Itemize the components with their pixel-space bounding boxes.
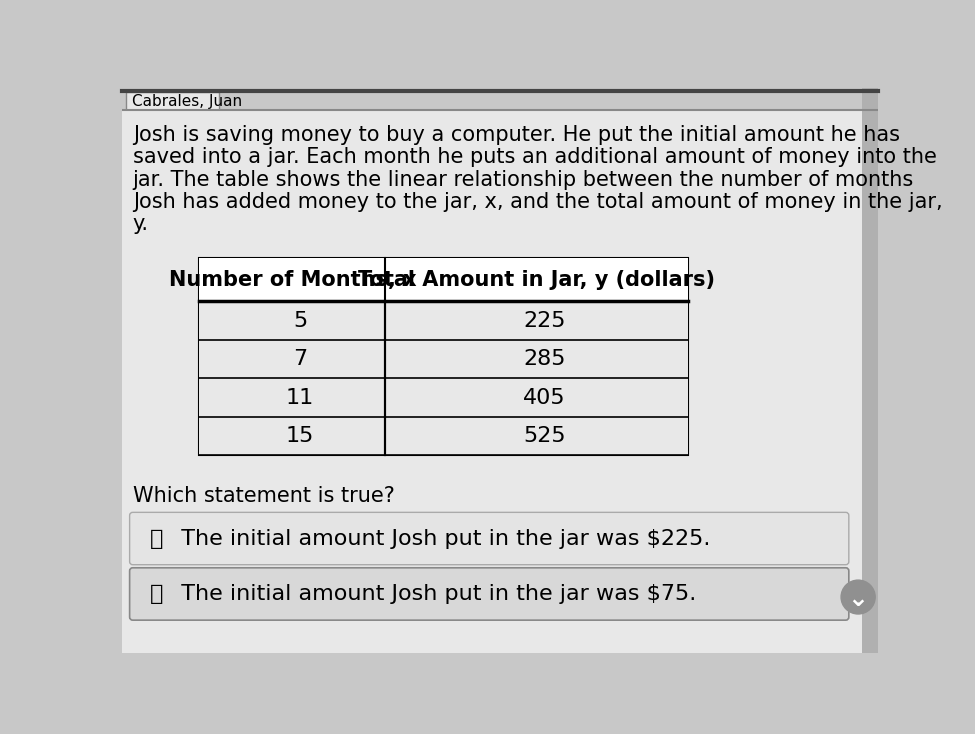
Text: ⌄: ⌄ xyxy=(847,586,869,611)
Text: 285: 285 xyxy=(523,349,566,369)
Text: Josh has added money to the jar, x, and the total amount of money in the jar,: Josh has added money to the jar, x, and … xyxy=(133,192,943,212)
Bar xyxy=(199,302,687,340)
Text: 525: 525 xyxy=(523,426,566,446)
Bar xyxy=(199,340,687,378)
Bar xyxy=(199,417,687,455)
Bar xyxy=(199,258,687,455)
Text: jar. The table shows the linear relationship between the number of months: jar. The table shows the linear relation… xyxy=(133,170,914,189)
Bar xyxy=(862,88,878,653)
FancyBboxPatch shape xyxy=(126,92,218,110)
Text: saved into a jar. Each month he puts an additional amount of money into the: saved into a jar. Each month he puts an … xyxy=(133,148,937,167)
Text: Total Amount in Jar, y (dollars): Total Amount in Jar, y (dollars) xyxy=(358,270,715,290)
Text: 7: 7 xyxy=(293,349,307,369)
Text: Ⓑ: Ⓑ xyxy=(150,584,163,604)
Circle shape xyxy=(841,580,876,614)
Text: 405: 405 xyxy=(523,388,566,407)
Text: Cabrales, Juan: Cabrales, Juan xyxy=(132,94,242,109)
Bar xyxy=(199,258,687,302)
Text: The initial amount Josh put in the jar was $75.: The initial amount Josh put in the jar w… xyxy=(167,584,696,604)
Text: Ⓐ: Ⓐ xyxy=(150,528,163,548)
Text: 5: 5 xyxy=(293,310,307,330)
Text: 225: 225 xyxy=(523,310,566,330)
Text: y.: y. xyxy=(133,214,149,234)
Text: Josh is saving money to buy a computer. He put the initial amount he has: Josh is saving money to buy a computer. … xyxy=(133,125,900,145)
FancyBboxPatch shape xyxy=(130,512,849,564)
Text: Number of Months, x: Number of Months, x xyxy=(169,270,416,290)
Text: 11: 11 xyxy=(286,388,314,407)
Text: The initial amount Josh put in the jar was $225.: The initial amount Josh put in the jar w… xyxy=(167,528,710,548)
Bar xyxy=(199,378,687,417)
Text: 15: 15 xyxy=(286,426,314,446)
Text: Which statement is true?: Which statement is true? xyxy=(133,486,395,506)
FancyBboxPatch shape xyxy=(130,568,849,620)
